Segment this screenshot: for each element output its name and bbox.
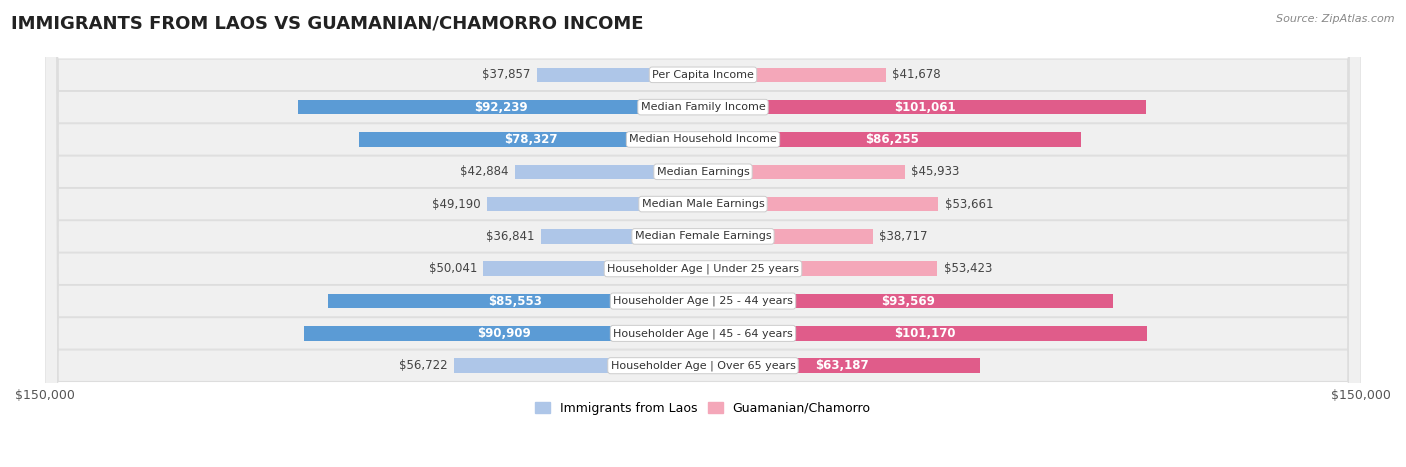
Bar: [703, 262, 938, 276]
Text: $50,041: $50,041: [429, 262, 477, 275]
Bar: [703, 197, 938, 212]
Text: $85,553: $85,553: [488, 295, 543, 308]
Text: $56,722: $56,722: [399, 359, 447, 372]
FancyBboxPatch shape: [45, 0, 1361, 467]
Bar: [304, 326, 703, 340]
Text: $92,239: $92,239: [474, 100, 527, 113]
Bar: [537, 68, 703, 82]
FancyBboxPatch shape: [45, 0, 1361, 467]
Text: $86,255: $86,255: [865, 133, 920, 146]
Text: $45,933: $45,933: [911, 165, 959, 178]
Bar: [703, 229, 873, 244]
Text: $37,857: $37,857: [482, 68, 530, 81]
Legend: Immigrants from Laos, Guamanian/Chamorro: Immigrants from Laos, Guamanian/Chamorro: [530, 396, 876, 420]
Text: $38,717: $38,717: [879, 230, 928, 243]
Text: Median Male Earnings: Median Male Earnings: [641, 199, 765, 209]
Text: Median Family Income: Median Family Income: [641, 102, 765, 112]
Text: Householder Age | Over 65 years: Householder Age | Over 65 years: [610, 361, 796, 371]
Text: $41,678: $41,678: [893, 68, 941, 81]
Text: $42,884: $42,884: [460, 165, 509, 178]
Text: $63,187: $63,187: [815, 359, 869, 372]
Text: $36,841: $36,841: [486, 230, 534, 243]
Text: Householder Age | 45 - 64 years: Householder Age | 45 - 64 years: [613, 328, 793, 339]
FancyBboxPatch shape: [45, 0, 1361, 467]
Bar: [328, 294, 703, 308]
Text: $93,569: $93,569: [882, 295, 935, 308]
Text: $101,061: $101,061: [894, 100, 956, 113]
FancyBboxPatch shape: [45, 0, 1361, 467]
Text: $53,423: $53,423: [943, 262, 993, 275]
Bar: [703, 100, 1146, 114]
FancyBboxPatch shape: [45, 0, 1361, 467]
Text: Householder Age | 25 - 44 years: Householder Age | 25 - 44 years: [613, 296, 793, 306]
Text: $49,190: $49,190: [432, 198, 481, 211]
Bar: [515, 164, 703, 179]
Text: Median Earnings: Median Earnings: [657, 167, 749, 177]
Bar: [703, 359, 980, 373]
Text: Median Household Income: Median Household Income: [628, 134, 778, 144]
FancyBboxPatch shape: [45, 0, 1361, 467]
Text: $78,327: $78,327: [505, 133, 558, 146]
Bar: [360, 132, 703, 147]
FancyBboxPatch shape: [45, 0, 1361, 467]
Bar: [703, 132, 1081, 147]
FancyBboxPatch shape: [45, 0, 1361, 467]
Bar: [484, 262, 703, 276]
Text: $53,661: $53,661: [945, 198, 994, 211]
Text: Source: ZipAtlas.com: Source: ZipAtlas.com: [1277, 14, 1395, 24]
Bar: [298, 100, 703, 114]
Text: Per Capita Income: Per Capita Income: [652, 70, 754, 80]
Text: $101,170: $101,170: [894, 327, 956, 340]
Text: $90,909: $90,909: [477, 327, 530, 340]
Bar: [541, 229, 703, 244]
FancyBboxPatch shape: [45, 0, 1361, 467]
Text: Householder Age | Under 25 years: Householder Age | Under 25 years: [607, 263, 799, 274]
Bar: [703, 68, 886, 82]
Bar: [703, 326, 1147, 340]
FancyBboxPatch shape: [45, 0, 1361, 467]
Bar: [703, 294, 1114, 308]
Bar: [488, 197, 703, 212]
Text: IMMIGRANTS FROM LAOS VS GUAMANIAN/CHAMORRO INCOME: IMMIGRANTS FROM LAOS VS GUAMANIAN/CHAMOR…: [11, 14, 644, 32]
Text: Median Female Earnings: Median Female Earnings: [634, 232, 772, 241]
Bar: [703, 164, 904, 179]
Bar: [454, 359, 703, 373]
